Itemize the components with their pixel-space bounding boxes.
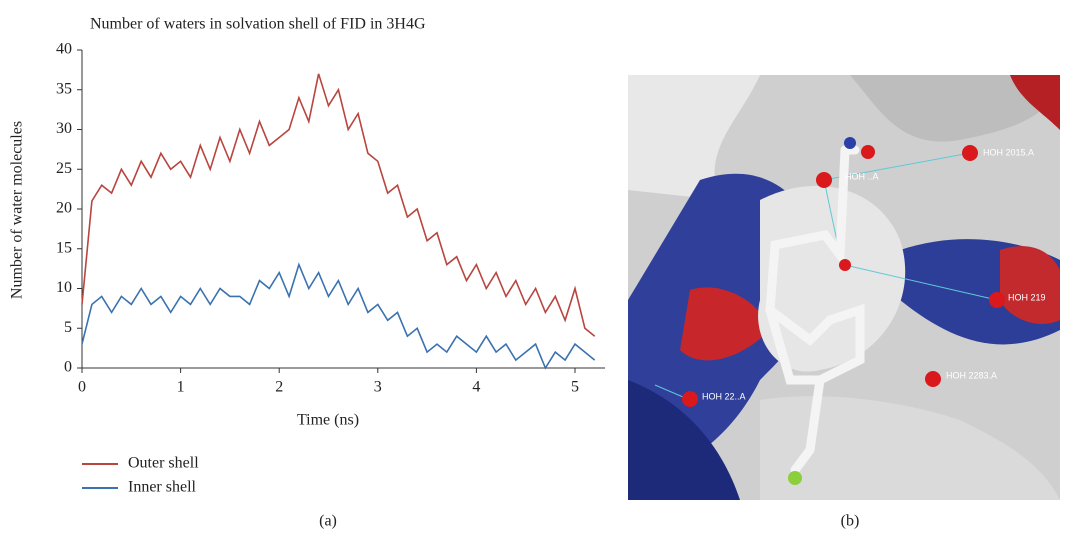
chart-title: Number of waters in solvation shell of F… bbox=[90, 16, 426, 33]
y-tick-label: 25 bbox=[56, 160, 72, 177]
x-tick-label: 0 bbox=[78, 379, 86, 396]
water-label: HOH 219 bbox=[1008, 292, 1046, 302]
legend-label: Inner shell bbox=[128, 479, 197, 496]
water-label: HOH 22..A bbox=[702, 391, 746, 401]
water-label: HOH 2283.A bbox=[946, 370, 997, 380]
y-tick-label: 40 bbox=[56, 41, 72, 58]
series-line bbox=[81, 262, 596, 370]
y-tick-label: 5 bbox=[64, 319, 72, 336]
water-label: HOH ..A bbox=[845, 171, 879, 181]
caption: (b) bbox=[841, 513, 860, 530]
series-line bbox=[81, 73, 596, 337]
y-tick-label: 30 bbox=[56, 120, 72, 137]
y-axis-label: Number of water molecules bbox=[9, 121, 26, 299]
x-axis-label: Time (ns) bbox=[297, 412, 359, 429]
x-tick-label: 4 bbox=[472, 379, 480, 396]
x-tick-label: 3 bbox=[374, 379, 382, 396]
y-tick-label: 20 bbox=[56, 200, 72, 217]
y-tick-label: 35 bbox=[56, 80, 72, 97]
caption: (a) bbox=[319, 513, 337, 530]
molecule-image: HOH 2015.A HOH 219 HOH 2283.A HOH 22..A … bbox=[628, 75, 1060, 500]
water-label: HOH 2015.A bbox=[983, 147, 1034, 157]
x-tick-label: 1 bbox=[177, 379, 185, 396]
x-tick-label: 2 bbox=[275, 379, 283, 396]
y-tick-label: 0 bbox=[64, 359, 72, 376]
y-tick-label: 10 bbox=[56, 279, 72, 296]
y-tick-label: 15 bbox=[56, 239, 72, 256]
x-tick-label: 5 bbox=[571, 379, 579, 396]
legend-label: Outer shell bbox=[128, 455, 199, 472]
